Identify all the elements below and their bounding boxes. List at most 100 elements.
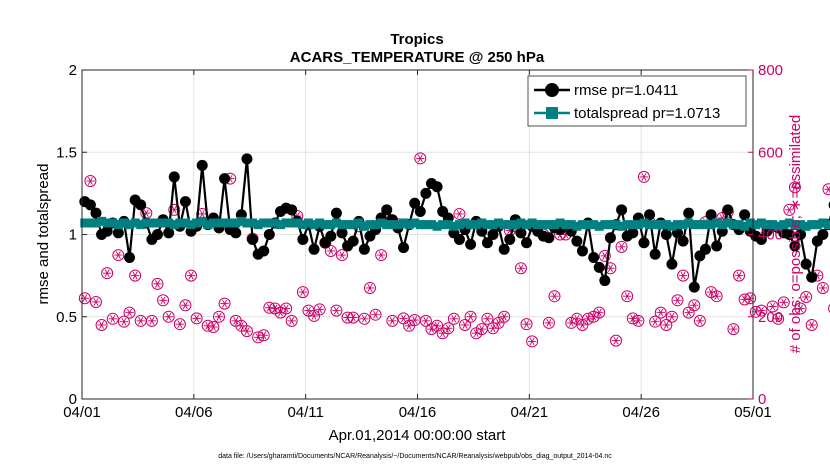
rmse-point <box>705 209 717 221</box>
obs-possible-marker <box>358 312 371 325</box>
totalspread-point <box>594 221 604 231</box>
rmse-point <box>247 233 259 245</box>
totalspread-point <box>192 218 202 228</box>
obs-assimilated-marker <box>730 325 736 333</box>
totalspread-point <box>712 218 722 228</box>
totalspread-point <box>684 218 694 228</box>
rmse-point <box>576 245 588 257</box>
totalspread-point <box>728 220 738 230</box>
obs-count-point <box>123 306 136 319</box>
obs-possible-marker <box>665 310 678 323</box>
obs-assimilated-marker <box>305 306 311 315</box>
obs-count-point <box>800 291 813 304</box>
obs-assimilated-marker <box>613 336 619 345</box>
obs-possible-marker <box>129 269 142 282</box>
obs-count-point <box>526 335 539 348</box>
obs-possible-marker <box>520 318 533 331</box>
totalspread-point <box>320 220 330 230</box>
obs-possible-marker <box>459 318 472 331</box>
rmse-point <box>649 248 661 260</box>
obs-count-point <box>671 294 684 307</box>
obs-assimilated-marker <box>501 312 507 321</box>
totalspread-point <box>169 220 179 230</box>
obs-possible-marker <box>621 290 634 303</box>
obs-possible-marker <box>112 249 125 262</box>
obs-count-point <box>794 302 807 315</box>
obs-possible-marker <box>123 306 136 319</box>
chart-title: Tropics <box>390 31 443 48</box>
rmse-point <box>677 235 689 247</box>
obs-assimilated-marker <box>445 324 451 333</box>
totalspread-point <box>622 220 632 230</box>
obs-count-point <box>84 175 97 188</box>
obs-assimilated-marker <box>630 314 636 323</box>
y-axis-label: rmse and totalspread <box>35 164 52 305</box>
totalspread-point <box>141 218 151 228</box>
obs-assimilated-marker <box>518 264 524 273</box>
obs-possible-marker <box>162 310 175 323</box>
rmse-point <box>806 271 818 283</box>
obs-count-point <box>626 312 639 325</box>
obs-count-point <box>134 314 147 327</box>
rmse-point <box>308 243 320 255</box>
obs-possible-marker <box>201 319 214 332</box>
totalspread-point <box>477 218 487 228</box>
obs-assimilated-marker <box>820 284 826 292</box>
obs-possible-marker <box>185 269 198 282</box>
totalspread-point <box>734 220 744 230</box>
rmse-point <box>90 207 102 219</box>
rmse-point <box>230 227 242 239</box>
rmse-point <box>515 227 527 239</box>
totalspread-point <box>566 220 576 230</box>
obs-count-point <box>593 306 606 319</box>
obs-assimilated-marker <box>607 264 613 273</box>
obs-assimilated-marker <box>484 314 490 323</box>
obs-assimilated-marker <box>401 314 407 323</box>
obs-assimilated-marker <box>361 314 367 323</box>
rmse-point <box>420 187 432 199</box>
obs-count-point <box>604 262 617 275</box>
obs-assimilated-marker <box>328 247 334 255</box>
totalspread-point <box>577 220 587 230</box>
obs-assimilated-marker <box>803 293 809 301</box>
obs-count-point <box>498 310 511 323</box>
totalspread-point <box>91 218 101 228</box>
obs-assimilated-marker <box>529 337 535 346</box>
obs-count-point <box>733 269 746 282</box>
obs-assimilated-marker <box>210 323 216 331</box>
y2-tick-label: 400 <box>758 227 783 244</box>
rmse-point <box>588 252 600 264</box>
totalspread-point <box>678 220 688 230</box>
obs-possible-marker <box>816 281 829 294</box>
x-tick-label: 04/16 <box>399 404 437 421</box>
totalspread-point <box>371 220 381 230</box>
obs-count-point <box>542 316 555 329</box>
rmse-point <box>817 229 829 240</box>
obs-possible-marker <box>710 290 723 303</box>
totalspread-point <box>784 218 794 228</box>
obs-count-point <box>459 318 472 331</box>
obs-assimilated-marker <box>809 321 815 329</box>
obs-count-point <box>280 302 293 315</box>
obs-count-point <box>336 249 349 262</box>
obs-assimilated-marker <box>524 320 530 329</box>
totalspread-point <box>387 220 397 230</box>
obs-possible-marker <box>336 249 349 262</box>
obs-possible-marker <box>285 314 298 327</box>
totalspread-point <box>549 220 559 230</box>
obs-count-point <box>151 277 164 290</box>
obs-assimilated-marker <box>171 205 177 214</box>
obs-assimilated-marker <box>652 317 658 326</box>
obs-assimilated-marker <box>194 314 200 323</box>
obs-possible-marker <box>151 277 164 290</box>
rmse-point <box>688 281 700 293</box>
rmse-point <box>571 235 583 247</box>
obs-assimilated-marker <box>462 321 468 329</box>
obs-possible-marker <box>414 152 427 165</box>
totalspread-point <box>454 220 464 230</box>
y-tick-label: 1 <box>69 227 77 244</box>
obs-possible-marker <box>654 306 667 319</box>
obs-count-point <box>431 319 444 332</box>
totalspread-point <box>97 216 107 226</box>
